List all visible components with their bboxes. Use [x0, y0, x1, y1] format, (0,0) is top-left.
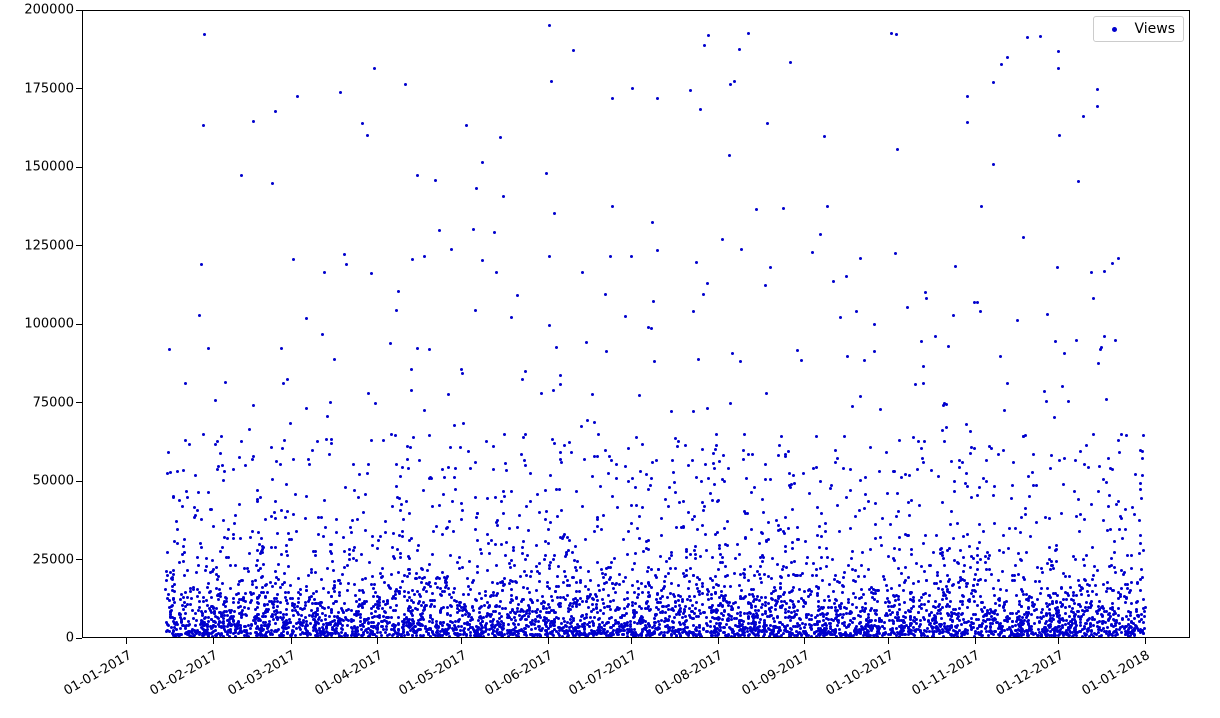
x-tick-mark [975, 638, 976, 644]
x-tick-mark [718, 638, 719, 644]
legend-marker-dot [1112, 27, 1117, 32]
x-tick-label: 01-11-2017 [910, 648, 983, 699]
x-tick-label: 01-07-2017 [566, 648, 639, 699]
x-tick-label: 01-01-2018 [1080, 648, 1153, 699]
x-tick-mark [291, 638, 292, 644]
y-tick-label: 75000 [33, 395, 82, 410]
legend-label: Views [1134, 21, 1175, 37]
y-tick-label: 200000 [24, 3, 82, 18]
y-tick-label: 100000 [24, 317, 82, 332]
x-tick-mark [461, 638, 462, 644]
legend-swatch [1102, 23, 1126, 35]
x-tick-mark [548, 638, 549, 644]
x-tick-mark [1058, 638, 1059, 644]
x-tick-label: 01-05-2017 [396, 648, 469, 699]
legend: Views [1093, 16, 1184, 42]
x-tick-mark [631, 638, 632, 644]
x-tick-label: 01-10-2017 [823, 648, 896, 699]
x-tick-mark [377, 638, 378, 644]
scatter-chart: 0 25000 50000 75000 100000 125000 150000 175000… [0, 0, 1220, 718]
x-tick-label: 01-12-2017 [993, 648, 1066, 699]
y-tick-label: 25000 [33, 552, 82, 567]
y-tick-label: 125000 [24, 238, 82, 253]
y-tick-label: 50000 [33, 474, 82, 489]
plot-border [82, 10, 1190, 638]
y-tick-label: 175000 [24, 81, 82, 96]
x-tick-mark [1145, 638, 1146, 644]
scatter-points-layer [82, 10, 1190, 638]
plot-area: 0250005000075000100000125000150000175000… [82, 10, 1190, 638]
x-tick-label: 01-03-2017 [226, 648, 299, 699]
x-tick-label: 01-04-2017 [312, 648, 385, 699]
y-tick-label: 0 [66, 631, 82, 646]
x-tick-label: 01-01-2017 [61, 648, 134, 699]
x-tick-mark [804, 638, 805, 644]
x-tick-label: 01-02-2017 [148, 648, 221, 699]
x-tick-label: 01-06-2017 [483, 648, 556, 699]
x-tick-mark [126, 638, 127, 644]
x-tick-mark [213, 638, 214, 644]
x-tick-label: 01-08-2017 [653, 648, 726, 699]
y-tick-label: 150000 [24, 160, 82, 175]
x-tick-mark [888, 638, 889, 644]
x-tick-label: 01-09-2017 [739, 648, 812, 699]
